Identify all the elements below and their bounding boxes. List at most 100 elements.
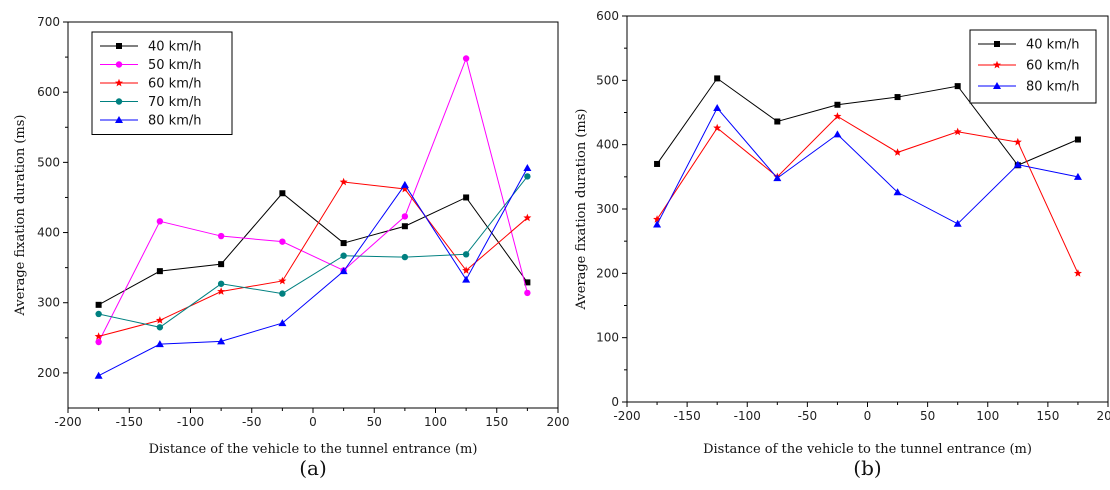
data-point [155, 340, 164, 348]
legend-marker [115, 98, 123, 105]
data-point [339, 267, 348, 275]
legend-label: 40 km/h [148, 40, 202, 55]
data-point [462, 251, 470, 258]
y-tick-label: 500 [596, 73, 619, 87]
legend-marker [994, 41, 1000, 47]
series-line [98, 167, 528, 377]
x-tick-label: -200 [54, 415, 81, 429]
data-point [279, 290, 286, 297]
data-point [155, 316, 164, 324]
data-point [523, 213, 532, 222]
series-line [98, 192, 528, 306]
x-axis-title: Distance of the vehicle to the tunnel en… [703, 442, 1032, 457]
legend-label: 40 km/h [1026, 38, 1080, 53]
y-tick-label: 300 [596, 202, 619, 216]
data-point [713, 103, 722, 111]
data-point [834, 101, 841, 108]
data-point [1013, 160, 1022, 168]
data-point [893, 148, 902, 156]
data-point [278, 319, 287, 327]
y-axis-title: Average fixation duration (ms) [13, 115, 28, 317]
legend-label: 80 km/h [148, 114, 202, 129]
series-line [656, 115, 1079, 274]
panel-caption: (b) [853, 456, 881, 480]
series-line [98, 56, 528, 343]
series-60-km-h [94, 177, 532, 340]
series-line [98, 176, 528, 328]
data-point [95, 310, 102, 318]
data-point [524, 289, 531, 297]
data-point [524, 173, 531, 180]
data-point [1073, 172, 1082, 180]
data-point [339, 177, 348, 186]
x-tick-label: 50 [920, 409, 935, 423]
y-tick-label: 200 [37, 366, 60, 380]
y-tick-label: 100 [596, 331, 619, 345]
data-point [523, 163, 532, 171]
data-point [95, 301, 102, 308]
data-point [774, 118, 781, 125]
data-point [400, 184, 409, 193]
data-point [714, 75, 721, 82]
data-point [894, 94, 901, 101]
data-point [653, 215, 662, 223]
data-point [713, 123, 722, 132]
legend-marker [993, 82, 1001, 89]
data-point [1074, 136, 1081, 143]
legend-label: 50 km/h [148, 58, 202, 73]
legend-label: 70 km/h [148, 95, 202, 110]
y-tick-label: 300 [37, 296, 60, 310]
x-tick-label: -50 [798, 409, 818, 423]
series-70-km-h [95, 173, 531, 331]
data-point [279, 238, 286, 245]
x-tick-label: 100 [976, 409, 999, 423]
data-point [524, 279, 531, 286]
y-tick-label: 500 [37, 155, 60, 169]
series-80-km-h [94, 163, 532, 379]
legend-marker [115, 78, 123, 87]
data-point [833, 112, 842, 120]
legend-marker [993, 60, 1001, 69]
data-point [462, 55, 470, 62]
legend: 40 km/h 50 km/h 60 km/h 70 km/h 80 km/h [91, 31, 233, 135]
data-point [462, 266, 471, 274]
chart-panel-0: -200 -150 -100 -50 0 50 100 150 200 200 300 400 500 6… [13, 15, 569, 480]
legend-marker [115, 61, 123, 68]
data-point [400, 180, 409, 188]
data-point [340, 252, 347, 259]
legend-marker [116, 43, 122, 49]
data-point [156, 324, 164, 331]
x-tick-label: -150 [116, 415, 143, 429]
legend-label: 60 km/h [148, 77, 202, 92]
series-line [656, 107, 1079, 225]
legend-label: 60 km/h [1026, 59, 1080, 74]
x-tick-label: -200 [613, 409, 640, 423]
data-point [401, 223, 408, 230]
x-tick-label: 200 [547, 415, 570, 429]
data-point [279, 190, 286, 197]
data-point [95, 338, 102, 346]
y-tick-label: 400 [596, 138, 619, 152]
legend-label: 80 km/h [1026, 80, 1080, 95]
x-tick-label: -50 [242, 415, 262, 429]
series-60-km-h [653, 112, 1082, 277]
legend-marker [115, 116, 123, 123]
x-axis-title: Distance of the vehicle to the tunnel en… [149, 442, 478, 457]
series-line [656, 77, 1079, 166]
legend: 40 km/h 60 km/h 80 km/h [969, 29, 1097, 104]
data-point [156, 268, 163, 275]
data-point [217, 280, 225, 287]
x-tick-label: 200 [1097, 409, 1110, 423]
data-point [893, 188, 902, 196]
data-point [278, 276, 287, 285]
x-tick-label: 0 [309, 415, 317, 429]
data-point [463, 194, 470, 201]
data-point [953, 219, 962, 227]
series-80-km-h [653, 103, 1082, 228]
x-tick-label: -150 [674, 409, 701, 423]
series-40-km-h [95, 190, 531, 308]
x-tick-label: 50 [367, 415, 382, 429]
y-tick-label: 200 [596, 266, 619, 280]
y-axis-title: Average fixation duration (ms) [574, 109, 589, 311]
data-point [1073, 269, 1082, 277]
